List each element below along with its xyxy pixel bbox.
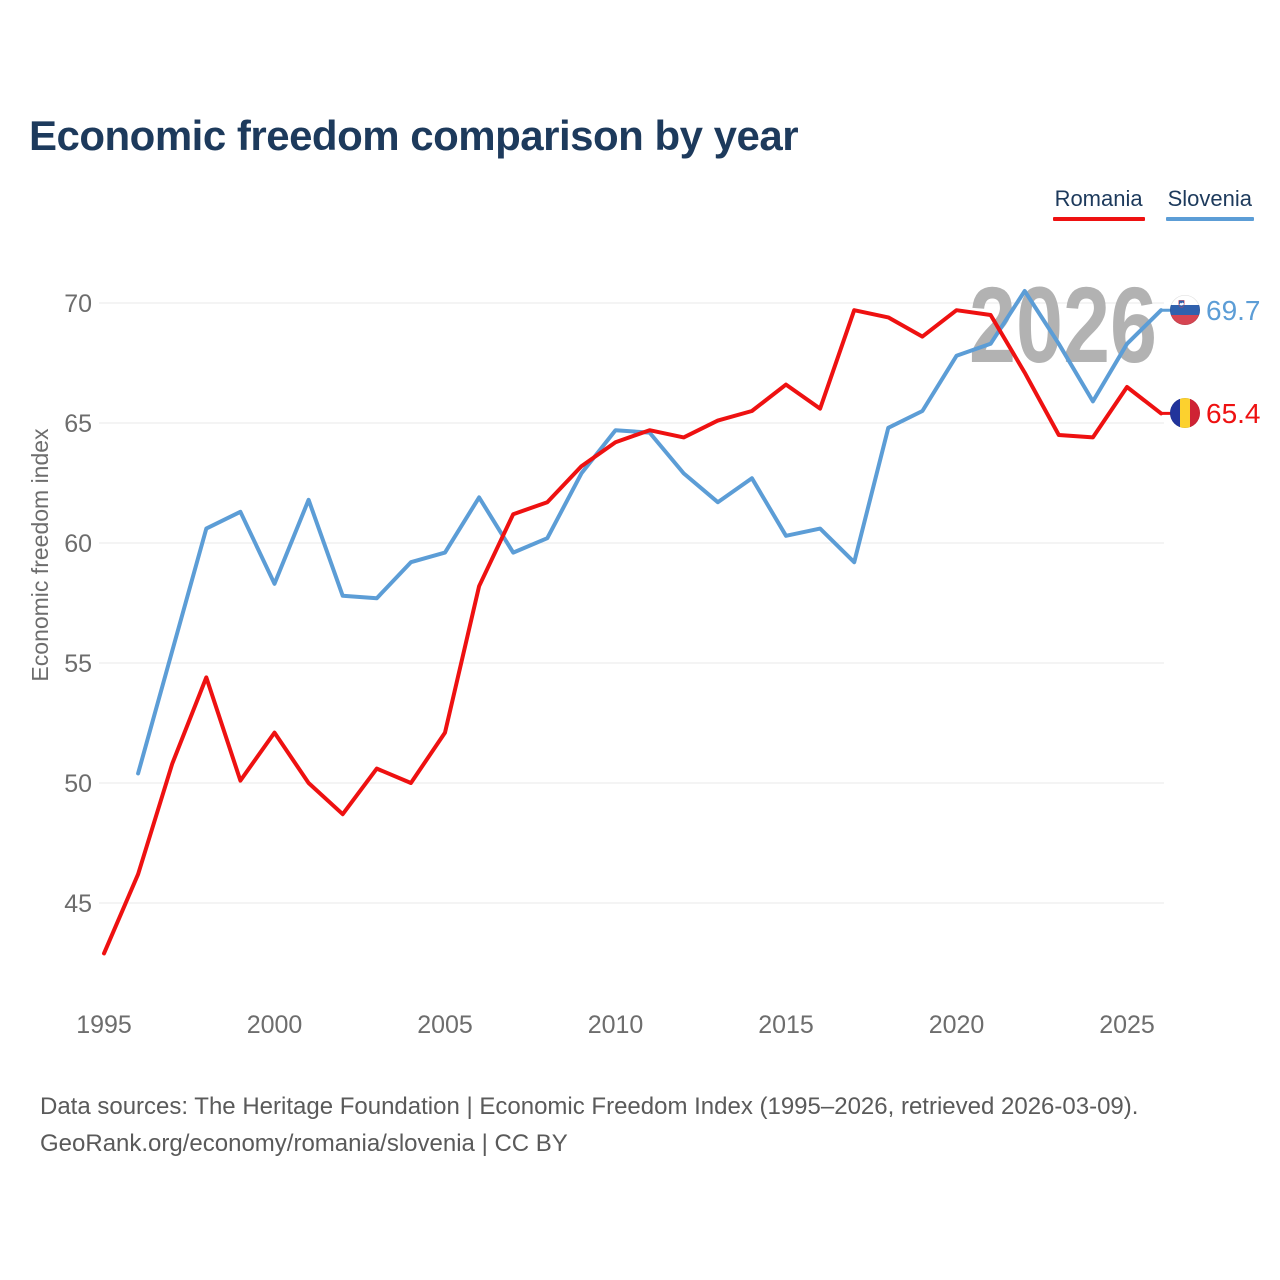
romania-end-value: 65.4 [1206, 398, 1261, 429]
legend-swatch-romania [1052, 217, 1145, 221]
legend-label-romania: Romania [1054, 186, 1143, 211]
svg-text:2020: 2020 [929, 1011, 985, 1039]
legend: Romania Slovenia [1052, 186, 1254, 221]
svg-text:1995: 1995 [76, 1011, 132, 1039]
svg-text:2026: 2026 [969, 264, 1157, 385]
svg-text:2015: 2015 [758, 1011, 814, 1039]
legend-label-slovenia: Slovenia [1167, 186, 1252, 211]
svg-text:45: 45 [64, 890, 92, 918]
footer-credit: GeoRank.org/economy/romania/slovenia | C… [40, 1130, 568, 1157]
page-title: Economic freedom comparison by year [29, 112, 799, 159]
svg-text:2025: 2025 [1099, 1011, 1155, 1039]
svg-text:Economic freedom index: Economic freedom index [27, 428, 53, 682]
slovenia-flag-icon [1170, 295, 1200, 325]
svg-text:2000: 2000 [247, 1011, 303, 1039]
svg-text:60: 60 [64, 530, 92, 558]
legend-item-romania[interactable]: Romania [1052, 186, 1145, 221]
slovenia-end-value: 69.7 [1206, 295, 1261, 326]
svg-text:2005: 2005 [417, 1011, 473, 1039]
footer-sources: Data sources: The Heritage Foundation | … [40, 1093, 1139, 1120]
svg-text:50: 50 [64, 770, 92, 798]
svg-text:70: 70 [64, 290, 92, 318]
legend-swatch-slovenia [1165, 217, 1254, 221]
svg-text:2010: 2010 [588, 1011, 644, 1039]
svg-text:55: 55 [64, 650, 92, 678]
romania-flag-icon [1170, 398, 1200, 428]
svg-text:65: 65 [64, 410, 92, 438]
legend-item-slovenia[interactable]: Slovenia [1165, 186, 1254, 221]
attribution-footer: Data sources: The Heritage Foundation | … [40, 1088, 1138, 1162]
